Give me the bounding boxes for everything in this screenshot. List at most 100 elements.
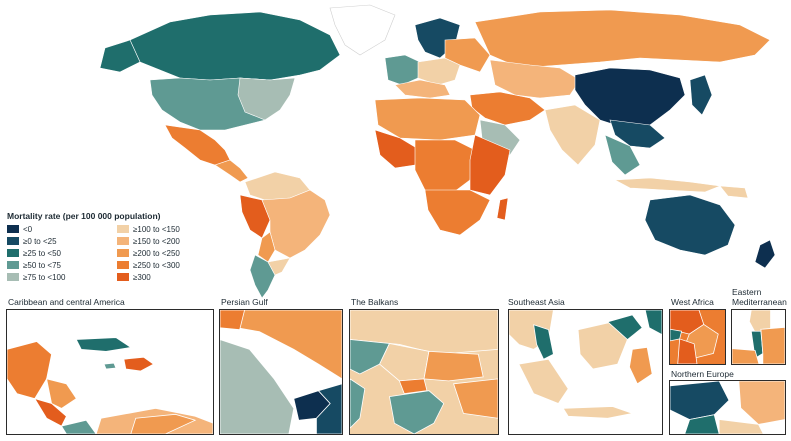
north-america-region: [99, 4, 396, 183]
legend-swatch: [117, 273, 129, 281]
inset-label-southeast-asia: Southeast Asia: [508, 297, 565, 307]
balkans-turkey-region: [453, 378, 498, 419]
legend-item: ≥50 to <75: [7, 260, 113, 270]
inset-label-balkans: The Balkans: [351, 297, 399, 307]
southern-africa-region: [424, 189, 491, 236]
caribbean-honduras-region: [46, 378, 77, 409]
inset-label-persian-gulf: Persian Gulf: [221, 297, 268, 307]
northeurope-denmark-region: [684, 414, 720, 434]
legend-item-label: <0: [23, 224, 33, 234]
easternmed-jordan-region: [760, 326, 785, 364]
sea-sulawesi-region: [629, 346, 653, 385]
legend-item-label: ≥200 to <250: [133, 248, 180, 258]
inset-label-northern-europe: Northern Europe: [671, 369, 734, 379]
legend-item: ≥0 to <25: [7, 236, 113, 246]
bolivia-paraguay-region: [257, 231, 276, 263]
inset-persian-gulf: [219, 309, 343, 435]
legend-swatch: [7, 261, 19, 269]
caribbean-venezuela-region: [130, 413, 197, 434]
oceania-region: [644, 185, 776, 269]
sea-sabah-region: [606, 314, 643, 341]
central-africa-region: [414, 139, 476, 196]
balkans-greece-region: [389, 390, 445, 434]
balkans-bulgaria-region: [423, 350, 484, 382]
caribbean-panama-region: [60, 419, 97, 434]
inset-label-west-africa: West Africa: [671, 297, 714, 307]
inset-west-africa: [669, 309, 726, 365]
africa-region: [374, 97, 511, 236]
inset-caribbean: [6, 309, 214, 435]
western-europe-region: [384, 54, 421, 86]
legend-title: Mortality rate (per 100 000 population): [7, 211, 161, 221]
russia-central-asia-region: [474, 9, 771, 99]
legend-swatch: [117, 237, 129, 245]
legend-swatch: [117, 225, 129, 233]
legend-grid: <0 ≥100 to <150 ≥0 to <25 ≥150 to <200 ≥25 t…: [7, 224, 257, 282]
australia-region: [644, 194, 736, 256]
westafrica-liberia-region: [677, 338, 698, 364]
legend-swatch: [117, 249, 129, 257]
canada-region: [129, 11, 341, 81]
gulf-oman-region: [316, 383, 342, 434]
caribbean-mexico-region: [7, 341, 53, 400]
legend-item: ≥300: [117, 272, 237, 282]
legend-swatch: [7, 225, 19, 233]
indonesia-region: [613, 177, 722, 193]
inset-eastern-med: [731, 309, 786, 365]
sea-malaysia-region: [533, 324, 554, 360]
caribbean-jamaica-region: [103, 362, 117, 370]
inset-northern-europe: [669, 380, 786, 435]
greenland-region: [329, 4, 396, 56]
legend-swatch: [7, 237, 19, 245]
southern-europe-region: [394, 79, 451, 99]
usa-east-region: [237, 77, 296, 121]
legend-item-label: ≥150 to <200: [133, 236, 180, 246]
inset-label-caribbean: Caribbean and central America: [8, 297, 125, 307]
sea-sumatra-region: [518, 358, 569, 404]
legend-item-label: ≥100 to <150: [133, 224, 180, 234]
inset-balkans: [349, 309, 499, 435]
legend-item: ≥25 to <50: [7, 248, 113, 258]
east-africa-region: [469, 134, 511, 196]
legend-item-label: ≥300: [133, 272, 151, 282]
inset-southeast-asia: [508, 309, 663, 435]
central-america-region: [214, 159, 249, 183]
china-south-region: [609, 119, 666, 149]
new-zealand-region: [754, 239, 776, 269]
eastern-europe-region: [444, 37, 491, 73]
inset-label-eastern-med: Eastern Mediterranean: [732, 287, 787, 307]
papua-region: [719, 185, 749, 199]
legend-item: ≥200 to <250: [117, 248, 237, 258]
north-africa-region: [374, 97, 481, 141]
alaska-region: [99, 39, 141, 73]
balkans-italy-region: [350, 378, 366, 429]
legend-item-label: ≥0 to <25: [23, 236, 57, 246]
legend-item-label: ≥50 to <75: [23, 260, 61, 270]
gulf-saudi-region: [220, 339, 295, 434]
legend-item: <0: [7, 224, 113, 234]
legend-swatch: [7, 273, 19, 281]
world-choropleth-map: [99, 4, 776, 299]
easternmed-egypt-region: [732, 348, 760, 364]
southeast-asia-mainland-region: [604, 134, 641, 176]
caribbean-cuba-region: [75, 337, 132, 352]
south-asia-region: [544, 104, 601, 166]
europe-region: [384, 17, 491, 99]
uruguay-region: [267, 257, 291, 276]
south-america-region: [239, 171, 331, 299]
legend-swatch: [117, 261, 129, 269]
gulf-iraq-region: [220, 310, 246, 331]
central-asia-region: [489, 59, 581, 99]
legend-item: ≥250 to <300: [117, 260, 237, 270]
legend-item: ≥100 to <150: [117, 224, 237, 234]
caribbean-hispaniola-region: [123, 356, 155, 372]
legend-swatch: [7, 249, 19, 257]
northeurope-baltic-region: [738, 381, 785, 425]
mexico-region: [164, 124, 231, 166]
caribbean-central-america-region: [33, 397, 67, 427]
northeurope-poland-region: [718, 419, 764, 434]
legend-item-label: ≥250 to <300: [133, 260, 180, 270]
legend-item: ≥150 to <200: [117, 236, 237, 246]
japan-korea-region: [689, 74, 713, 116]
russia-region: [474, 9, 771, 69]
